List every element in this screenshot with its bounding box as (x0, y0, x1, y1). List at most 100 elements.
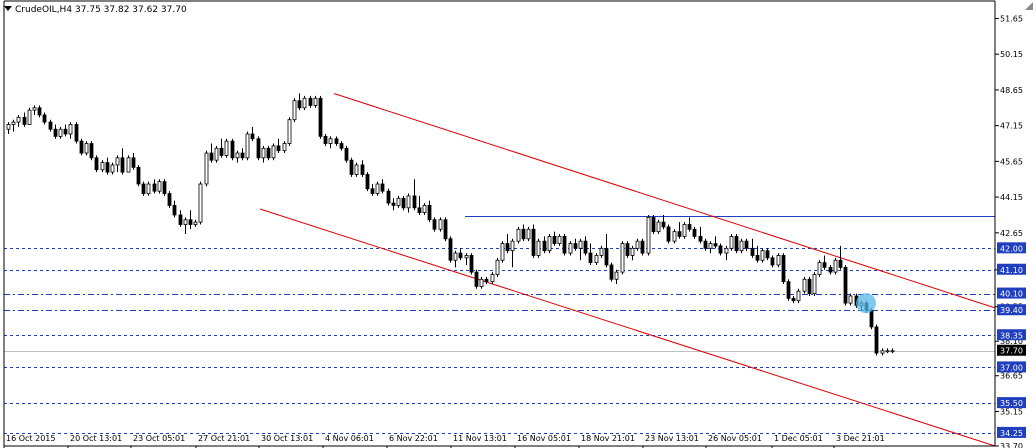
candle (677, 222, 682, 239)
candle (552, 231, 557, 246)
candle (323, 133, 328, 146)
candle (48, 119, 53, 132)
candle (328, 136, 333, 149)
candle (776, 253, 781, 268)
candle (297, 93, 302, 111)
y-tick-label: 45.65 (1000, 157, 1023, 166)
candle (308, 95, 313, 108)
candle (68, 122, 73, 139)
y-tick-label: 48.65 (1000, 86, 1023, 95)
price-tag: 34.25 (997, 426, 1026, 438)
x-tick-label: 30 Oct 13:01 (261, 434, 313, 443)
candle (698, 226, 703, 244)
plot-frame (3, 0, 996, 447)
candle (152, 179, 157, 194)
candle (412, 179, 417, 211)
candle (94, 155, 99, 173)
candle (318, 95, 323, 139)
svg-text:39.40: 39.40 (1000, 306, 1023, 315)
candle (146, 181, 151, 196)
candle (625, 241, 630, 258)
candle (167, 191, 172, 208)
candle (240, 148, 245, 161)
candle (781, 253, 786, 285)
x-tick-label: 3 Dec 21:01 (836, 434, 885, 443)
candle (141, 181, 146, 196)
y-tick-label: 47.15 (1000, 122, 1023, 131)
candle (583, 236, 588, 256)
candle (474, 269, 479, 289)
y-tick-label: 33.70 (1000, 442, 1023, 448)
candle (79, 138, 84, 156)
candle (172, 200, 177, 218)
candle (11, 119, 16, 132)
candle (396, 195, 401, 208)
candle (276, 138, 281, 154)
svg-text:38.35: 38.35 (1000, 331, 1023, 340)
candle (16, 114, 21, 127)
candle (386, 188, 391, 206)
svg-text:35.50: 35.50 (1000, 399, 1023, 408)
highlight (856, 293, 876, 314)
candle (682, 222, 687, 239)
candle (469, 253, 474, 275)
candle (32, 105, 37, 115)
candle (188, 210, 193, 230)
candle (339, 141, 344, 151)
candle (313, 95, 318, 108)
candle (193, 219, 198, 227)
candle (666, 224, 671, 244)
candle (131, 153, 136, 170)
horizontal-levels (4, 216, 995, 434)
x-tick-label: 23 Oct 05:01 (133, 434, 185, 443)
candle (500, 241, 505, 263)
candle (443, 217, 448, 242)
candle (417, 195, 422, 215)
candle (791, 295, 796, 304)
candle (42, 112, 47, 125)
x-tick-label: 4 Nov 06:01 (325, 434, 374, 443)
candle (573, 238, 578, 251)
candle (713, 236, 718, 249)
candle (266, 145, 271, 161)
candle (796, 288, 801, 304)
candle (458, 248, 463, 261)
candle (453, 250, 458, 268)
candle (178, 210, 183, 227)
price-tag: 37.00 (997, 361, 1026, 373)
dropdown-triangle-icon[interactable] (4, 6, 12, 11)
candle (105, 157, 110, 175)
resize-corner-icon[interactable] (1025, 2, 1033, 10)
candle (703, 238, 708, 251)
price-tag: 35.50 (997, 397, 1026, 409)
candle (484, 276, 489, 285)
svg-text:40.10: 40.10 (1000, 290, 1023, 299)
candle (183, 217, 188, 235)
y-tick-label: 42.65 (1000, 229, 1023, 238)
candle (6, 122, 11, 134)
svg-text:34.25: 34.25 (1000, 429, 1023, 438)
x-tick-label: 23 Nov 13:01 (645, 434, 699, 443)
candle (692, 226, 697, 239)
x-tick-label: 20 Oct 13:01 (70, 434, 122, 443)
candle (302, 95, 307, 111)
candle (542, 236, 547, 254)
candle (479, 276, 484, 289)
candle (287, 117, 292, 146)
channel-line-0[interactable] (333, 93, 996, 309)
chart-header[interactable]: CrudeOIL,H4 37.75 37.82 37.62 37.70 (4, 5, 190, 15)
candle (58, 126, 63, 139)
price-tag: 42.00 (997, 242, 1026, 254)
candle (490, 272, 495, 285)
candle (687, 217, 692, 232)
candle (126, 155, 131, 173)
candle (562, 234, 567, 256)
candle (646, 214, 651, 256)
candle (547, 234, 552, 254)
candle (74, 122, 79, 144)
candle (84, 141, 89, 156)
candle (630, 245, 635, 261)
channel-line-1[interactable] (259, 208, 996, 447)
candle (828, 264, 833, 275)
